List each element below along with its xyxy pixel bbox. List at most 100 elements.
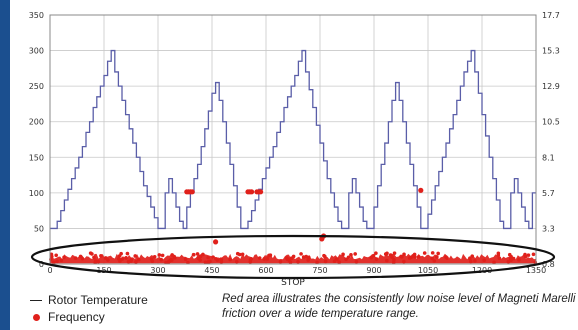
- frequency-band-dot: [257, 256, 262, 260]
- frequency-band-dot: [54, 253, 58, 258]
- frequency-band-dot: [157, 253, 162, 257]
- frequency-band-dot: [288, 260, 293, 265]
- x-tick-label: 0: [47, 266, 52, 275]
- frequency-band-dot: [214, 256, 218, 261]
- frequency-band-dot: [124, 256, 128, 260]
- frequency-band-dot: [390, 255, 394, 259]
- frequency-band-dot: [322, 253, 326, 258]
- dot-swatch-icon: [33, 314, 40, 321]
- frequency-dot-layer: [184, 187, 424, 245]
- frequency-band-dot: [152, 255, 157, 259]
- frequency-band-dot: [511, 256, 516, 261]
- x-tick-label: 750: [312, 266, 327, 275]
- frequency-band-dot: [306, 258, 310, 262]
- y2-tick-label: 0.8: [542, 260, 555, 269]
- frequency-band-dot: [391, 260, 396, 265]
- frequency-band-dot: [172, 254, 176, 259]
- y-tick-label: 0: [39, 260, 44, 269]
- frequency-band-dot: [285, 257, 290, 262]
- frequency-band-dot: [392, 251, 397, 255]
- frequency-band-dot: [59, 258, 64, 263]
- frequency-band-dot: [374, 251, 378, 255]
- frequency-band-dot: [416, 255, 421, 259]
- chart-panel: 0 50 100 150 200 250 300 350 0.8 3.3 5.7 8.1 10.5 12.…: [10, 0, 578, 330]
- frequency-band-dot: [96, 259, 101, 264]
- frequency-band-dot: [126, 259, 131, 264]
- frequency-band-dot: [160, 253, 165, 258]
- y2-tick-label: 10.5: [542, 118, 560, 127]
- frequency-band-dot: [262, 257, 267, 261]
- frequency-band-dot: [407, 256, 412, 260]
- frequency-band-dot: [88, 251, 93, 255]
- frequency-band-dot: [526, 253, 531, 257]
- frequency-band-dot: [235, 251, 240, 256]
- frequency-band-dot: [228, 257, 232, 262]
- frequency-band-dot: [201, 252, 205, 257]
- frequency-band-dot: [496, 251, 501, 256]
- frequency-band-dot: [134, 260, 138, 264]
- frequency-band-dot: [206, 255, 210, 260]
- y2-tick-label: 8.1: [542, 153, 555, 162]
- highlight-ellipse: [30, 234, 556, 280]
- temperature-line: [50, 49, 536, 230]
- frequency-band-dot: [99, 254, 103, 258]
- frequency-band-dot: [125, 251, 130, 256]
- y2-tick-label: 15.3: [542, 47, 560, 56]
- frequency-band-dot: [129, 258, 134, 262]
- frequency-band-dot: [435, 255, 439, 259]
- y-tick-label: 100: [29, 189, 44, 198]
- frequency-band-dot: [73, 256, 78, 260]
- y-tick-label: 250: [29, 82, 44, 91]
- frequency-band-dot: [315, 260, 319, 265]
- frequency-band-dot: [506, 259, 511, 264]
- frequency-band-dot: [344, 257, 348, 262]
- y-tick-label: 300: [29, 47, 44, 56]
- frequency-band-dot: [430, 256, 434, 261]
- frequency-band-dot: [385, 258, 389, 263]
- frequency-band-dot: [291, 254, 296, 259]
- y-tick-label: 50: [34, 224, 44, 233]
- frequency-band-dot: [198, 254, 203, 259]
- frequency-band-dot: [436, 251, 440, 256]
- frequency-band-dot: [207, 259, 212, 264]
- frequency-band-dot: [93, 259, 98, 264]
- frequency-band-dot: [402, 259, 406, 264]
- frequency-point: [258, 189, 264, 195]
- frequency-band-dot: [103, 256, 108, 260]
- frequency-band-dot: [164, 260, 168, 265]
- frequency-band-dot: [149, 257, 154, 261]
- frequency-band-dot: [186, 260, 190, 265]
- frequency-point: [319, 236, 325, 242]
- x-tick-label: 1050: [418, 266, 438, 275]
- frequency-band-dot: [265, 257, 270, 261]
- frequency-band-dot: [267, 253, 271, 258]
- frequency-band-dot: [482, 258, 487, 263]
- frequency-band-layer: [49, 251, 538, 265]
- frequency-band-dot: [399, 254, 403, 259]
- caption-note: Red area illustrates the consistently lo…: [222, 293, 576, 320]
- x-tick-label: 450: [204, 266, 219, 275]
- y2-tick-label: 17.7: [542, 11, 560, 20]
- frequency-band-dot: [219, 259, 224, 264]
- frequency-band-dot: [203, 260, 208, 265]
- frequency-band-dot: [234, 259, 239, 264]
- frequency-band-dot: [334, 257, 339, 262]
- frequency-band-dot: [353, 252, 357, 256]
- frequency-band-dot: [468, 259, 473, 264]
- frequency-band-dot: [301, 255, 306, 259]
- frequency-band-dot: [432, 259, 437, 263]
- frequency-band-dot: [354, 259, 359, 264]
- frequency-band-dot: [299, 252, 303, 256]
- frequency-band-dot: [349, 253, 353, 257]
- legend-temperature-label: Rotor Temperature: [48, 293, 148, 307]
- legend-item-temperature: Rotor Temperature: [30, 292, 220, 309]
- frequency-band-dot: [369, 255, 374, 260]
- y2-tick-label: 12.9: [542, 82, 560, 91]
- frequency-band-dot: [55, 259, 59, 264]
- grid-layer: [50, 15, 536, 264]
- frequency-band-dot: [341, 252, 345, 257]
- frequency-band-dot: [374, 257, 379, 261]
- frequency-band-dot: [411, 254, 415, 258]
- frequency-point: [249, 189, 255, 195]
